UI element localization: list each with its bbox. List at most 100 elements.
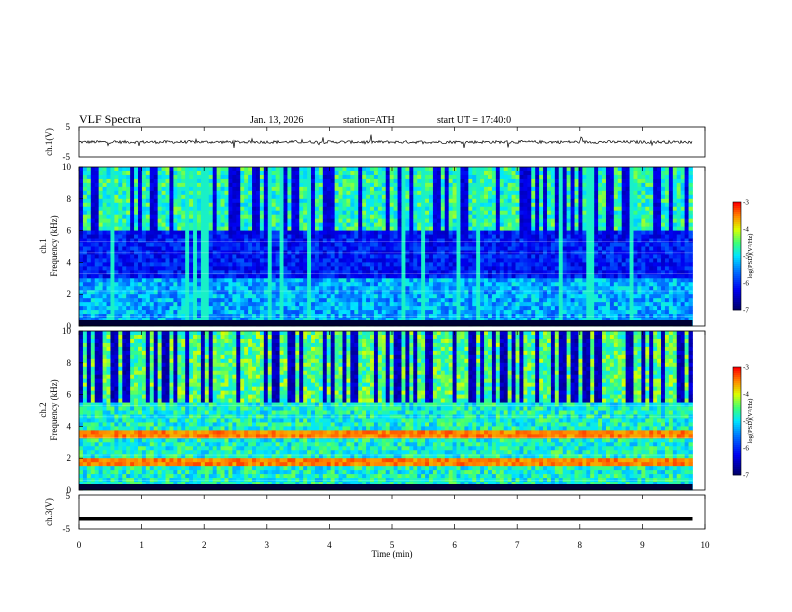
xtick-label: 7 — [515, 540, 520, 550]
xtick-label: 2 — [202, 540, 207, 550]
colorbar-tick-label: -7 — [743, 307, 749, 315]
colorbar-tick-label: -5 — [743, 418, 749, 426]
colorbar-frame — [732, 201, 742, 311]
colorbar-step — [733, 246, 741, 249]
colorbar-step — [733, 210, 741, 213]
colorbar-step — [733, 204, 741, 207]
colorbar-step — [733, 387, 741, 390]
xtick-label: 1 — [139, 540, 144, 550]
colorbar-step — [733, 425, 741, 428]
colorbar-step — [733, 439, 741, 442]
colorbar-step — [733, 256, 741, 259]
colorbar-step — [733, 254, 741, 257]
ch1-ytick-top: 5 — [66, 122, 71, 132]
colorbar-step — [733, 367, 741, 370]
colorbar-step — [733, 226, 741, 229]
xtick-label: 6 — [452, 540, 457, 550]
colorbar-step — [733, 373, 741, 376]
colorbar-step — [733, 214, 741, 217]
colorbar-step — [733, 216, 741, 219]
colorbar-step — [733, 383, 741, 386]
colorbar-step — [733, 280, 741, 283]
ytick-label: 2 — [67, 453, 72, 463]
colorbar-step — [733, 389, 741, 392]
colorbar-step — [733, 385, 741, 388]
ch2-colorbar-label: log(PSD)(V²/Hz) — [747, 399, 754, 444]
ch2-spec-ylabel-channel: ch.2 — [38, 402, 48, 417]
ch1-yticks: 0 2 4 6 8 10 — [62, 162, 83, 331]
colorbar-step — [733, 308, 741, 311]
xtick-label: 10 — [701, 540, 711, 550]
xtick-label: 0 — [77, 540, 82, 550]
colorbar-step — [733, 431, 741, 434]
colorbar-step — [733, 435, 741, 438]
figure-title: VLF Spectra — [79, 112, 141, 126]
colorbar-step — [733, 395, 741, 398]
colorbar-step — [733, 471, 741, 474]
colorbar-step — [733, 409, 741, 412]
colorbar-step — [733, 238, 741, 241]
colorbar-step — [733, 296, 741, 299]
colorbar-step — [733, 206, 741, 209]
start-time-label: start UT = 17:40:0 — [437, 115, 511, 126]
colorbar-step — [733, 222, 741, 225]
colorbar-step — [733, 270, 741, 273]
ch3-waveform-panel: 5 -5 ch.3(V) — [44, 491, 706, 534]
colorbar-step — [733, 282, 741, 285]
date-label: Jan. 13, 2026 — [250, 115, 303, 126]
colorbar-step — [733, 405, 741, 408]
ch3-ylabel: ch.3(V) — [44, 498, 54, 526]
colorbar-step — [733, 429, 741, 432]
colorbar-step — [733, 286, 741, 289]
ch2-colorbar: -3 -4 -5 -6 -7 — [732, 364, 749, 480]
ytick-label: 4 — [67, 257, 72, 267]
colorbar-step — [733, 413, 741, 416]
colorbar-step — [733, 244, 741, 247]
colorbar-step — [733, 443, 741, 446]
colorbar-step — [733, 298, 741, 301]
xtick-label: 4 — [327, 540, 332, 550]
colorbar-tick-label: -4 — [743, 226, 749, 234]
colorbar-tick-label: -4 — [743, 391, 749, 399]
colorbar-tick-label: -3 — [743, 364, 749, 372]
colorbar-step — [733, 218, 741, 221]
colorbar-step — [733, 459, 741, 462]
time-axis-ticks: 0 1 2 3 4 5 6 7 8 9 10 — [77, 127, 710, 550]
ch2-spec-ylabel-frequency: Frequency (kHz) — [49, 379, 59, 440]
ytick-label: 6 — [67, 390, 72, 400]
colorbar-step — [733, 415, 741, 418]
colorbar-step — [733, 268, 741, 271]
ytick-label: 8 — [67, 358, 72, 368]
colorbar-step — [733, 272, 741, 275]
ytick-label: 6 — [67, 226, 72, 236]
colorbar-tick-label: -5 — [743, 253, 749, 261]
colorbar-step — [733, 224, 741, 227]
colorbar-step — [733, 250, 741, 253]
colorbar-step — [733, 419, 741, 422]
colorbar-step — [733, 288, 741, 291]
ch3-ytick-top: 5 — [66, 491, 71, 501]
colorbar-step — [733, 220, 741, 223]
colorbar-tick-label: -6 — [743, 280, 749, 288]
colorbar-step — [733, 445, 741, 448]
colorbar-step — [733, 230, 741, 233]
colorbar-frame — [732, 366, 742, 476]
colorbar-step — [733, 266, 741, 269]
ch1-trace — [78, 134, 693, 148]
ytick-label: 0 — [67, 485, 72, 495]
colorbar-step — [733, 403, 741, 406]
colorbar-step — [733, 463, 741, 466]
colorbar-step — [733, 449, 741, 452]
colorbar-step — [733, 306, 741, 309]
colorbar-tick-label: -7 — [743, 472, 749, 480]
colorbar-step — [733, 302, 741, 305]
colorbar-step — [733, 300, 741, 303]
colorbar-step — [733, 423, 741, 426]
colorbar-step — [733, 417, 741, 420]
colorbar-step — [733, 397, 741, 400]
colorbar-step — [733, 375, 741, 378]
colorbar-step — [733, 433, 741, 436]
colorbar-step — [733, 379, 741, 382]
colorbar-tick-label: -6 — [743, 445, 749, 453]
